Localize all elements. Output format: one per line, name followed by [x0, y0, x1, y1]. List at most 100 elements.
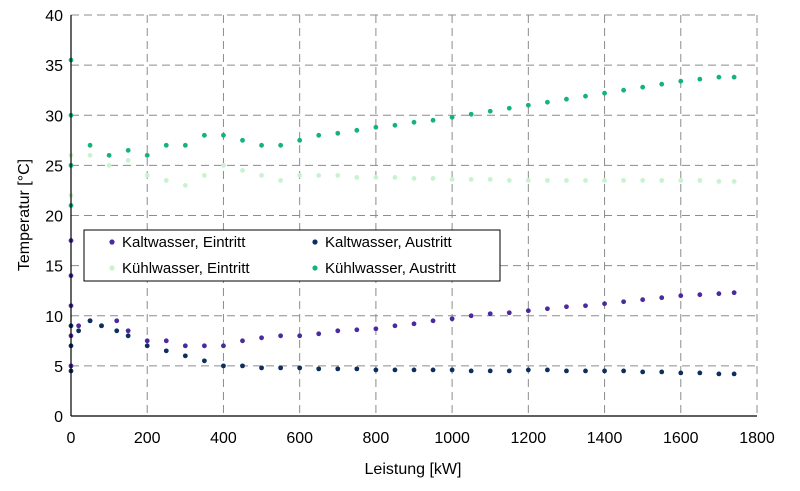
scatter-point [621, 299, 627, 305]
x-tick-label: 1800 [739, 430, 775, 447]
scatter-point [697, 292, 703, 298]
scatter-point [182, 183, 188, 188]
scatter-point [144, 173, 150, 178]
scatter-point [430, 367, 436, 373]
scatter-point [468, 111, 474, 117]
scatter-point [240, 363, 245, 369]
scatter-point [411, 367, 417, 373]
scatter-point [240, 137, 245, 143]
scatter-point [506, 178, 512, 183]
scatter-point [125, 328, 131, 334]
grid [71, 14, 758, 416]
scatter-point [544, 367, 550, 373]
legend-label: Kühlwasser, Austritt [325, 260, 457, 277]
scatter-point [602, 301, 607, 307]
scatter-point [106, 162, 112, 168]
y-tick-labels: 0 5 10 15 20 25 30 35 40 [45, 8, 63, 426]
scatter-point [640, 84, 646, 90]
scatter-point [544, 99, 550, 105]
scatter-point [525, 367, 531, 373]
x-tick-label: 1000 [434, 430, 470, 447]
scatter-point [716, 179, 722, 184]
x-tick-label: 1200 [511, 430, 547, 447]
scatter-point [144, 343, 150, 349]
scatter-point [659, 81, 665, 87]
scatter-point [731, 74, 737, 80]
legend-marker [312, 239, 318, 245]
y-tick-label: 0 [54, 409, 63, 426]
scatter-point [678, 78, 684, 84]
scatter-point [201, 343, 207, 349]
y-tick-label: 20 [45, 209, 63, 226]
scatter-point [278, 365, 284, 371]
x-tick-labels: 0 200 400 600 800 1000 1200 1400 1600 1800 [67, 430, 775, 447]
scatter-point [316, 132, 322, 138]
scatter-point [487, 311, 493, 317]
axes [70, 15, 757, 417]
scatter-point [564, 304, 569, 310]
scatter-point [221, 343, 226, 349]
scatter-point [392, 367, 398, 373]
scatter-point [354, 327, 360, 333]
scatter-point [468, 368, 474, 374]
scatter-point [278, 333, 284, 339]
scatter-point [278, 142, 284, 148]
scatter-point [76, 323, 82, 329]
scatter-point [449, 367, 455, 373]
scatter-point [602, 178, 607, 183]
scatter-point [659, 295, 665, 301]
scatter-point [506, 368, 512, 374]
scatter-point [716, 371, 722, 377]
scatter-point [99, 323, 104, 329]
scatter-point [525, 178, 531, 183]
x-tick-label: 0 [67, 430, 76, 447]
scatter-point [449, 177, 455, 182]
scatter-point [354, 366, 360, 372]
scatter-point [259, 142, 264, 148]
scatter-point [564, 96, 569, 102]
scatter-point [525, 308, 531, 314]
scatter-point [392, 175, 398, 180]
series-points [68, 318, 737, 377]
scatter-point [87, 318, 93, 324]
y-tick-label: 5 [54, 359, 63, 376]
scatter-point [564, 368, 569, 374]
series-points [68, 57, 737, 208]
scatter-point [411, 321, 417, 327]
scatter-point [468, 177, 474, 182]
legend-marker [312, 265, 318, 271]
scatter-point [449, 114, 455, 120]
scatter-point [373, 175, 379, 180]
scatter-point [544, 306, 550, 312]
scatter-point [487, 108, 493, 114]
scatter-point [373, 367, 379, 373]
scatter-point [335, 328, 341, 334]
scatter-point [678, 293, 684, 299]
scatter-point [144, 338, 150, 344]
scatter-point [163, 348, 169, 354]
scatter-point [602, 90, 607, 96]
legend-label: Kaltwasser, Austritt [325, 234, 453, 251]
scatter-point [240, 167, 245, 173]
scatter-point [373, 124, 379, 130]
scatter-point [430, 176, 436, 181]
scatter-point [259, 173, 264, 178]
scatter-point [125, 147, 131, 153]
legend-box [83, 229, 501, 282]
x-tick-label: 800 [363, 430, 390, 447]
scatter-point [316, 173, 322, 178]
x-axis-title: Leistung [kW] [365, 461, 462, 478]
scatter-point [259, 365, 264, 371]
scatter-point [114, 328, 120, 334]
scatter-point [335, 130, 341, 136]
scatter-point [182, 343, 188, 349]
scatter-point [697, 370, 703, 376]
scatter-point [544, 178, 550, 183]
scatter-point [125, 333, 131, 339]
y-tick-label: 35 [45, 58, 63, 75]
scatter-point [659, 369, 665, 375]
legend-label: Kühlwasser, Eintritt [122, 260, 250, 277]
scatter-point [373, 326, 379, 332]
